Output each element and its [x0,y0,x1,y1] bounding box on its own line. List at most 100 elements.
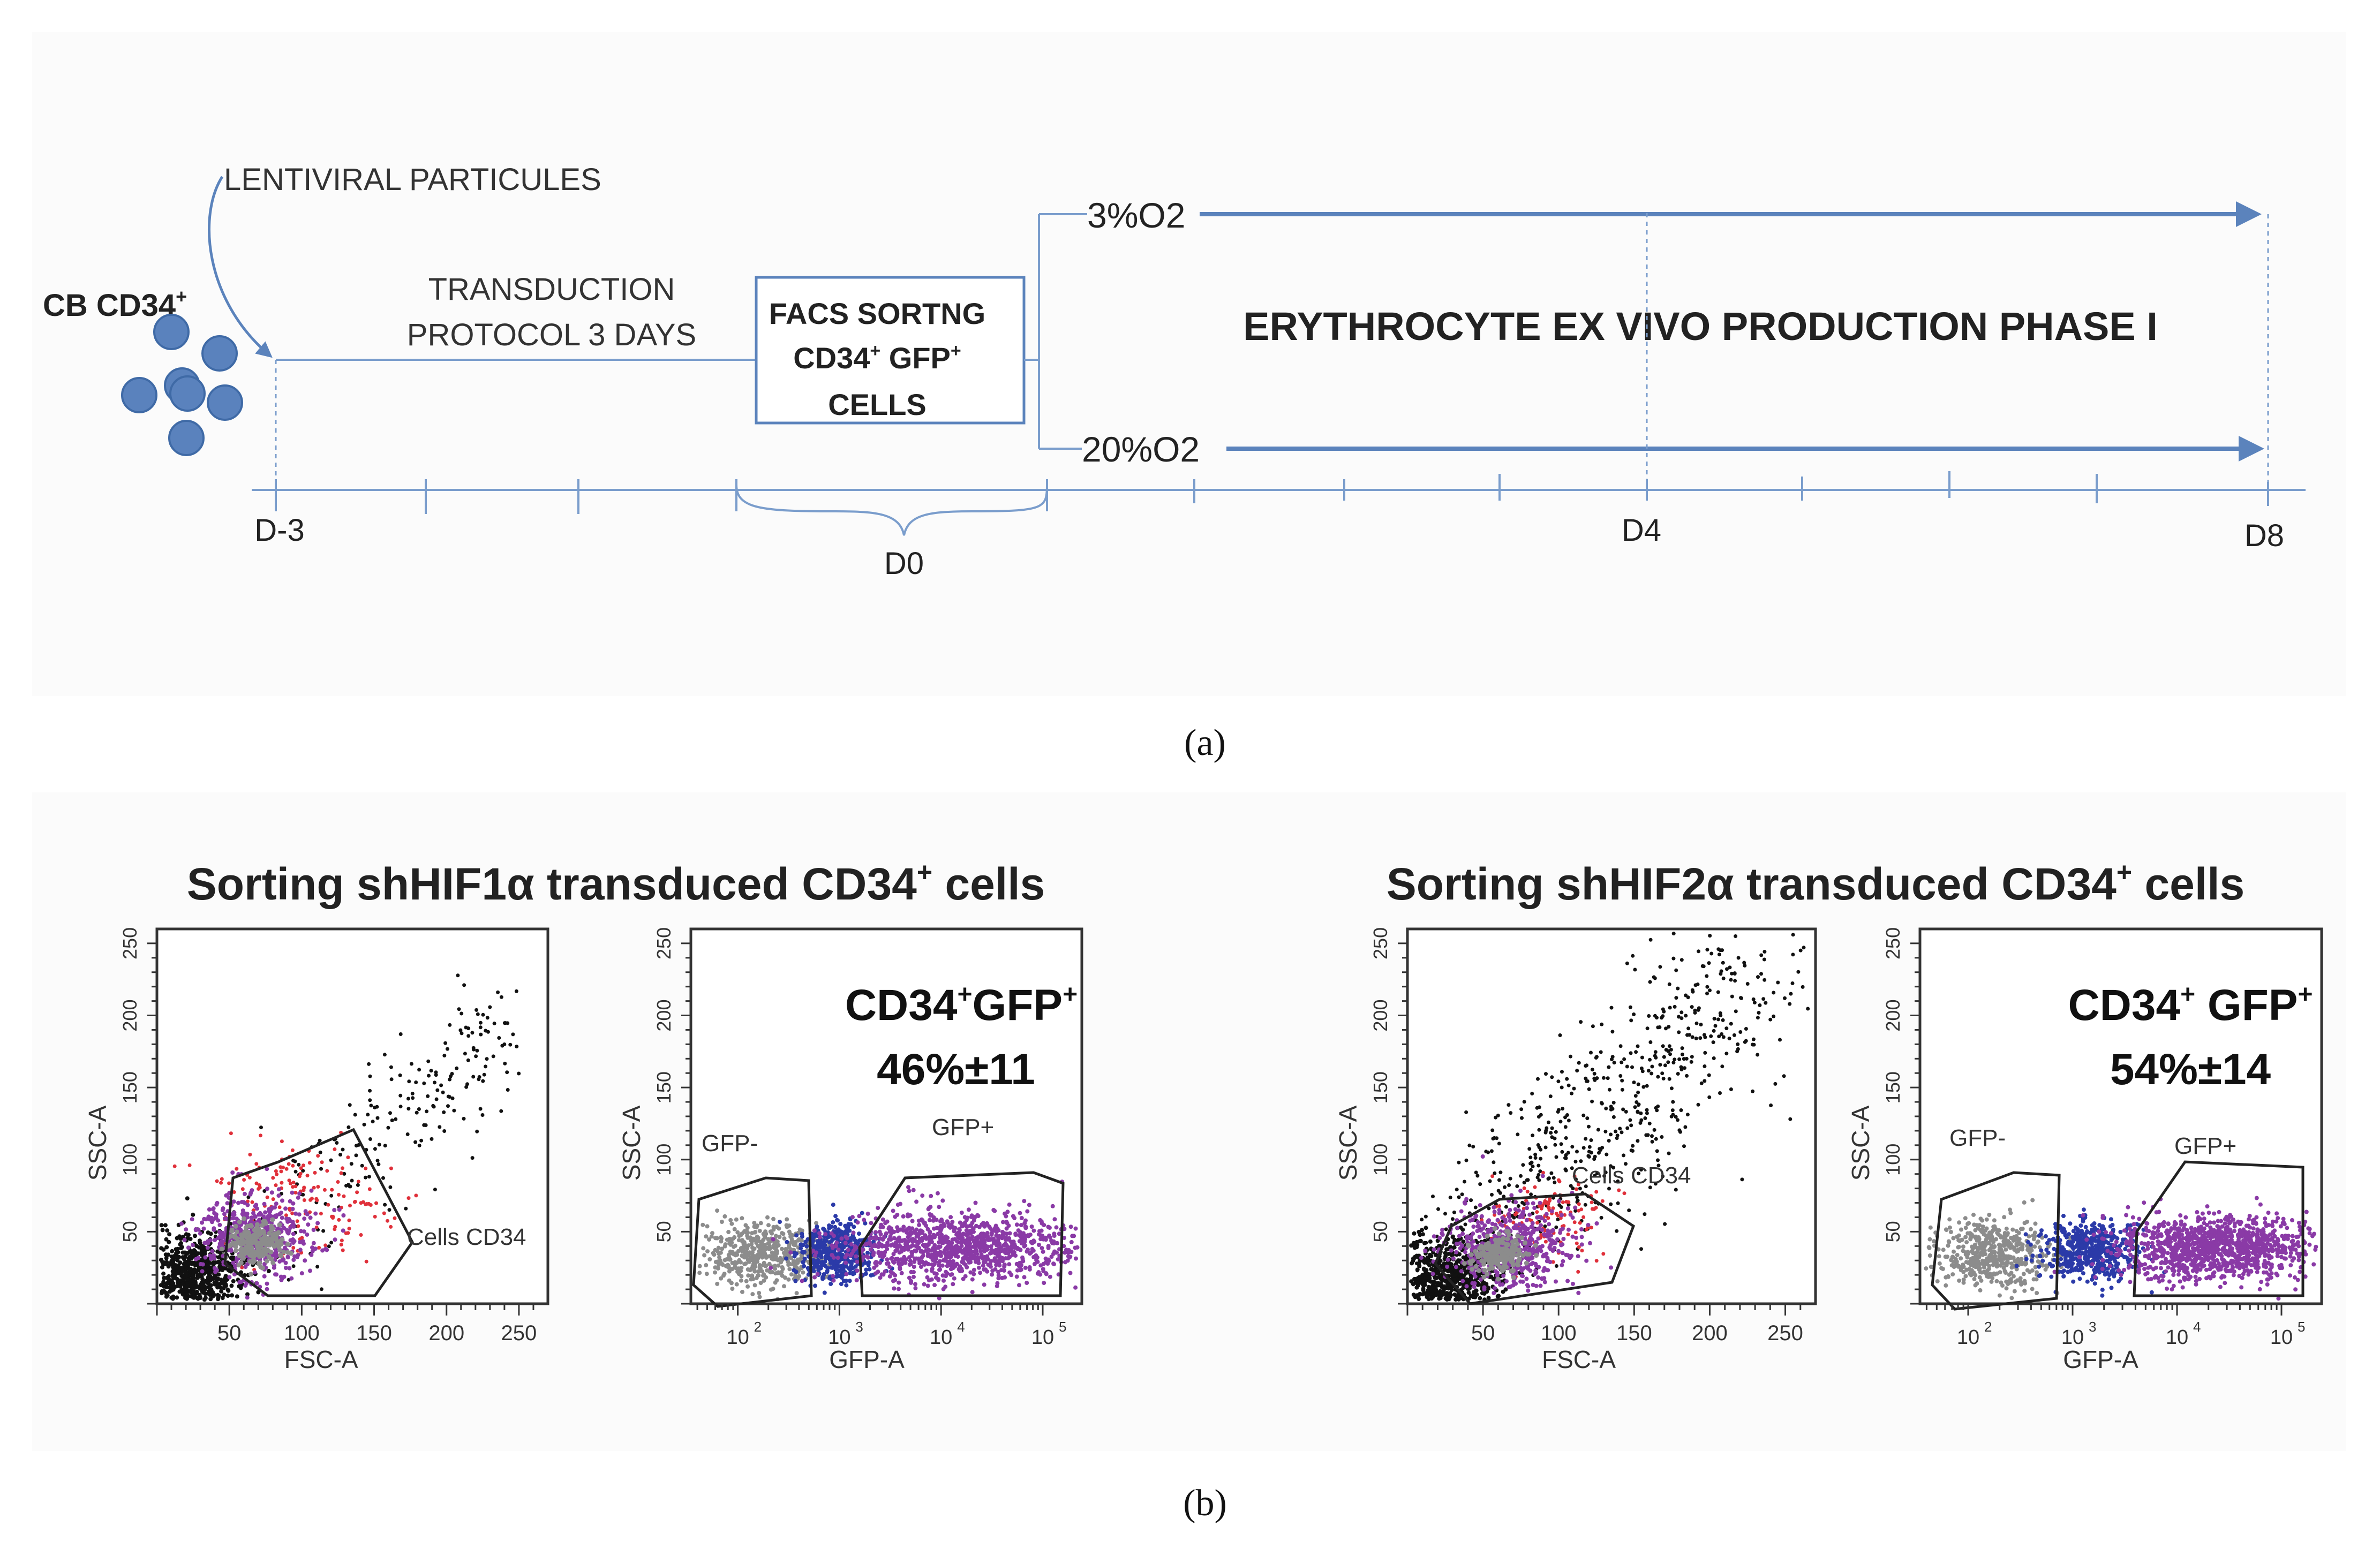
event-dot [262,1189,267,1193]
event-dot [195,1274,200,1279]
event-dot [466,1034,471,1038]
event-dot [1620,1078,1624,1083]
event-dot [231,1279,236,1283]
event-dot [1423,1279,1428,1284]
event-dot [1553,1143,1557,1147]
event-dot [1610,1055,1615,1059]
event-dot [234,1240,239,1245]
event-dot [740,1289,744,1294]
event-dot [389,1065,393,1069]
event-dot [820,1245,825,1250]
event-dot [226,1288,231,1293]
event-dot [191,1250,196,1254]
event-dot [1680,1052,1684,1056]
event-dot [1615,1133,1620,1138]
event-dot [815,1224,819,1229]
event-dot [1585,1063,1589,1068]
event-dot [743,1251,748,1256]
event-dot [1587,1124,1591,1129]
event-dot [1577,1061,1581,1065]
event-dot [771,1216,776,1221]
event-dot [266,1254,272,1259]
event-dot [174,1251,179,1256]
event-dot [1563,1125,1568,1129]
event-dot [925,1275,930,1280]
event-dot [916,1219,921,1223]
event-dot [774,1251,779,1256]
event-dot [354,1144,358,1148]
event-dot [929,1268,934,1273]
event-dot [262,1201,267,1206]
event-dot [955,1245,960,1250]
event-dot [367,1187,372,1191]
event-dot [976,1261,981,1266]
event-dot [460,1011,464,1016]
event-dot [279,1278,284,1282]
panel-b: Sorting shHIF1α transduced CD34+ cells S… [84,857,2323,1373]
event-dot [1421,1287,1426,1291]
event-dot [316,1154,320,1158]
event-dot [813,1283,817,1288]
event-dot [1452,1245,1457,1250]
event-dot [910,1219,915,1223]
event-dot [831,1274,835,1279]
event-dot [740,1253,744,1258]
event-dot [291,1258,296,1262]
event-dot [287,1162,291,1166]
event-dot [311,1241,316,1245]
event-dot [982,1249,987,1253]
event-dot [788,1250,793,1255]
event-dot [309,1188,314,1193]
event-dot [721,1273,726,1278]
event-dot [484,1064,488,1069]
event-dot [1790,981,1795,985]
event-dot [237,1226,242,1231]
event-dot [790,1233,795,1238]
event-dot [1634,1050,1638,1054]
event-dot [265,1287,269,1291]
event-dot [735,1230,740,1235]
event-dot [771,1287,775,1291]
event-dot [364,1175,367,1180]
event-dot [852,1224,856,1229]
event-dot [793,1279,798,1283]
event-dot [950,1220,955,1224]
event-dot [772,1264,777,1268]
event-dot [1566,1083,1571,1087]
event-dot [409,1062,413,1066]
event-dot [188,1254,193,1259]
event-dot [727,1241,732,1246]
event-dot [1452,1273,1456,1278]
event-dot [1762,957,1766,962]
event-dot [946,1239,951,1244]
event-dot [1650,1064,1654,1069]
event-dot [1705,985,1709,989]
event-dot [715,1266,720,1271]
event-dot [1486,1286,1490,1291]
event-dot [1579,1020,1583,1024]
event-dot [476,1012,480,1016]
event-dot [776,1270,781,1275]
event-dot [426,1094,430,1098]
event-dot [1521,1163,1525,1167]
event-dot [1717,1034,1721,1039]
event-dot [247,1244,252,1250]
event-dot [730,1287,735,1291]
event-dot [1036,1243,1041,1247]
event-dot [278,1274,283,1279]
event-dot [1696,1102,1700,1107]
event-dot [799,1246,803,1251]
event-dot [863,1221,868,1226]
event-dot [697,1271,702,1275]
event-dot [1703,1050,1707,1055]
event-dot [1550,1126,1554,1130]
event-dot [811,1245,816,1250]
event-dot [1584,1079,1588,1083]
event-dot [284,1167,289,1171]
event-dot [974,1256,978,1260]
event-dot [1709,1034,1713,1038]
event-dot [780,1246,784,1251]
event-dot [245,1215,250,1220]
event-dot [1013,1231,1018,1236]
event-dot [1539,1156,1543,1161]
